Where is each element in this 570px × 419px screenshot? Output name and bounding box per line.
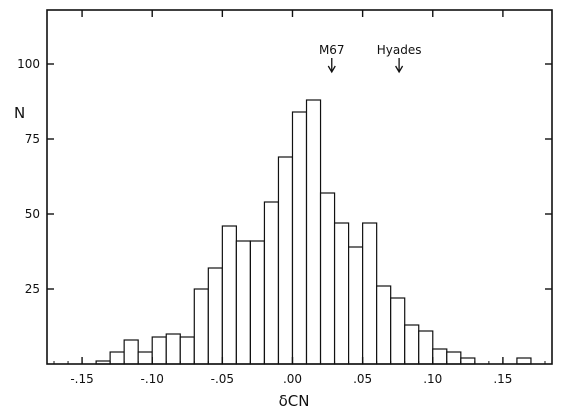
- histogram-bar: [446, 351, 462, 365]
- histogram-bar: [319, 192, 336, 365]
- histogram-bar: [516, 357, 532, 365]
- annotation-label: M67: [319, 43, 345, 57]
- y-tick-label: 100: [17, 57, 40, 71]
- histogram-bar: [207, 267, 223, 365]
- histogram-bar: [333, 222, 350, 365]
- histogram-bar: [390, 297, 406, 365]
- down-arrow-icon: [395, 65, 404, 74]
- x-tick-label: .05: [353, 372, 372, 386]
- histogram-bar: [193, 288, 209, 365]
- plot-frame: [46, 9, 553, 365]
- histogram-bar: [137, 351, 153, 365]
- x-tick-label: -.05: [211, 372, 234, 386]
- histogram-bar: [418, 330, 434, 365]
- x-axis-label: δCN: [279, 392, 310, 410]
- y-axis-label: N: [14, 104, 25, 122]
- histogram-bar: [305, 99, 322, 365]
- histogram-bar: [277, 156, 294, 365]
- y-tick-label: 75: [25, 132, 40, 146]
- histogram-bar: [291, 111, 308, 365]
- y-tick-label: 25: [25, 282, 40, 296]
- y-axis-ticks: 25 50 75 100: [17, 57, 552, 296]
- histogram-bar: [123, 339, 139, 365]
- histogram-bar: [460, 357, 476, 365]
- x-axis-ticks: -.15 -.10 -.05 .00 .05 .10 .15: [53, 10, 546, 386]
- annotation-label: Hyades: [377, 43, 422, 57]
- x-tick-label: .10: [423, 372, 442, 386]
- histogram-bar: [221, 225, 237, 365]
- y-tick-label: 50: [25, 207, 40, 221]
- x-tick-label: -.10: [140, 372, 163, 386]
- histogram-bars: [95, 99, 532, 365]
- histogram-bar: [263, 201, 280, 365]
- x-tick-label: .15: [493, 372, 512, 386]
- histogram-bar: [235, 240, 251, 365]
- down-arrow-icon: [327, 65, 336, 74]
- histogram-bar: [249, 240, 266, 365]
- histogram-bar: [165, 333, 181, 365]
- x-tick-label: -.15: [70, 372, 93, 386]
- histogram-bar: [432, 348, 448, 365]
- histogram-bar: [179, 336, 195, 365]
- histogram-bar: [404, 324, 420, 365]
- plot-border: [46, 9, 553, 365]
- x-tick-label: .00: [283, 372, 302, 386]
- histogram-bar: [109, 351, 125, 365]
- histogram-bar: [348, 246, 364, 365]
- histogram-bar: [376, 285, 392, 365]
- histogram-bar: [151, 336, 167, 365]
- annotations: M67 Hyades: [319, 43, 422, 74]
- histogram-bar: [362, 222, 378, 365]
